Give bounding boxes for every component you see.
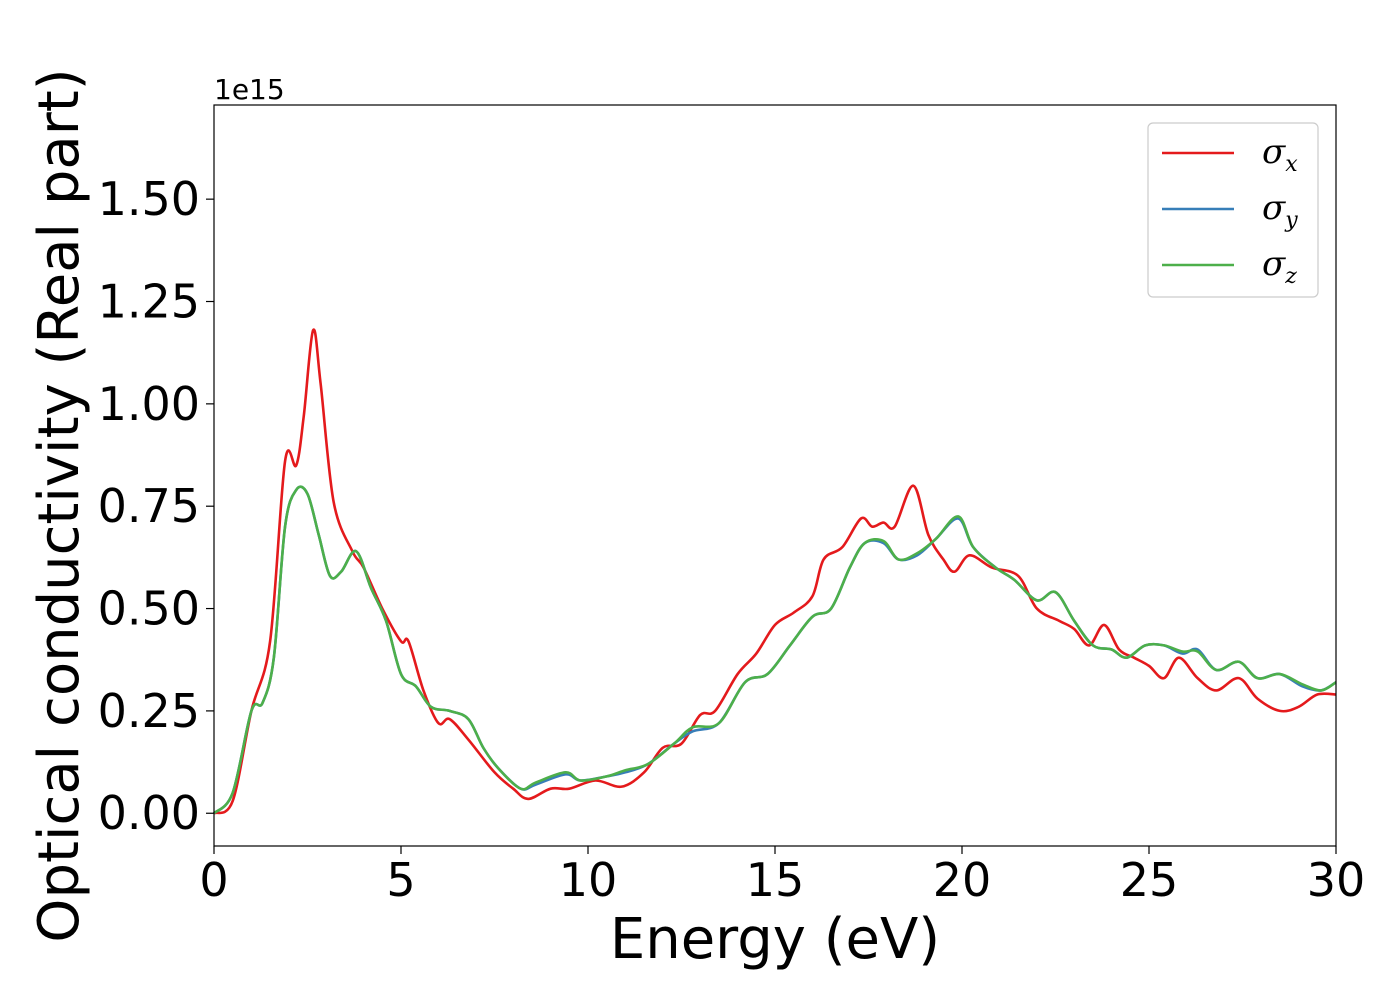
x-tick-label: 10 [559,853,618,907]
x-tick-label: 15 [746,853,805,907]
y-tick-label: 1.25 [98,275,200,329]
y-tick-label: 1.00 [98,377,200,431]
y-offset-label: 1e15 [214,73,285,106]
series-line-z [213,485,1337,815]
x-tick-label: 0 [199,853,228,907]
legend-label-z: σz [1262,244,1297,289]
legend-label-x: σx [1262,132,1298,177]
y-tick-label: 0.00 [98,786,200,840]
x-tick-label: 5 [386,853,415,907]
y-tick-label: 0.25 [98,684,200,738]
series-line-y [213,485,1337,815]
series-line-x [213,328,1337,815]
x-tick-label: 30 [1307,853,1366,907]
x-tick-label: 25 [1120,853,1179,907]
ticks-layer: 0 5 10 15 20 25 30 0.00 0.25 0.50 0.75 1.00 1.25 1.50 [98,172,1366,907]
y-axis-label: Optical conductivity (Real part) [27,68,92,942]
legend-label-y: σy [1262,188,1298,233]
y-tick-label: 0.75 [98,479,200,533]
legend: σx σy σz [1147,122,1319,298]
y-tick-label: 1.50 [98,172,200,226]
x-tick-label: 20 [933,853,992,907]
series-layer [213,328,1337,815]
x-axis-label: Energy (eV) [610,907,940,972]
y-tick-label: 0.50 [98,582,200,636]
